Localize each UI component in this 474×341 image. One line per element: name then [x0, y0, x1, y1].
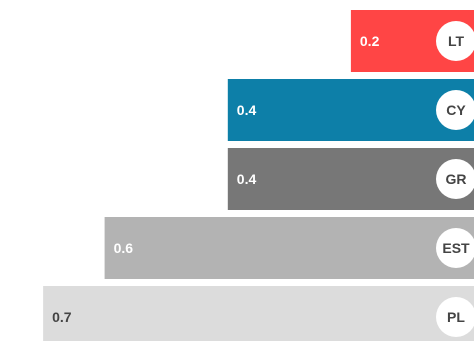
- category-label-est: EST: [442, 240, 470, 256]
- category-badge-cy: [436, 90, 474, 130]
- category-badge-est: [436, 228, 474, 268]
- value-label-gr: 0.4: [237, 171, 257, 187]
- category-badge-lt: [436, 21, 474, 61]
- bar-pl: [43, 286, 474, 341]
- category-badge-gr: [436, 159, 474, 199]
- bar-gr: [227, 148, 474, 210]
- category-label-pl: PL: [447, 309, 465, 325]
- value-label-pl: 0.7: [52, 309, 72, 325]
- value-label-cy: 0.4: [237, 102, 257, 118]
- value-label-lt: 0.2: [360, 33, 380, 49]
- bar-est: [104, 217, 474, 279]
- category-label-cy: CY: [446, 102, 466, 118]
- value-label-est: 0.6: [114, 240, 134, 256]
- category-badge-pl: [436, 297, 474, 337]
- bars-group: 0.2 LT 0.4 CY 0.4 GR 0.6 EST 0.7 PL: [43, 10, 474, 341]
- category-label-gr: GR: [446, 171, 467, 187]
- bar-cy: [227, 79, 474, 141]
- category-label-lt: LT: [448, 33, 465, 49]
